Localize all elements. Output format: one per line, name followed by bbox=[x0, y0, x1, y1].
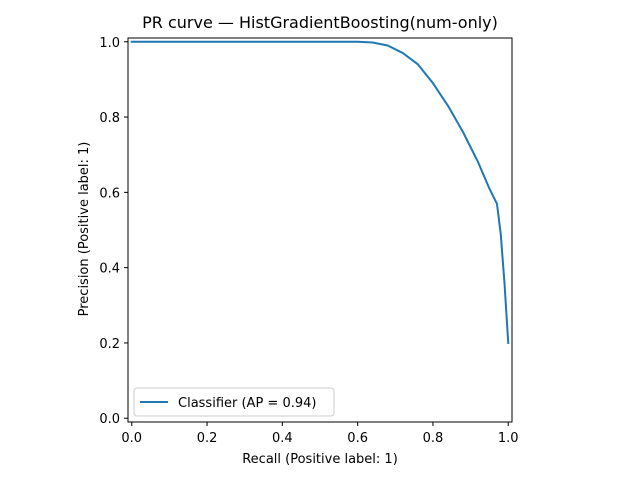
y-axis-label: Precision (Positive label: 1) bbox=[77, 142, 92, 317]
y-tick-label: 0.4 bbox=[99, 262, 120, 277]
y-tick-label: 0.2 bbox=[99, 337, 120, 352]
x-tick-label: 0.6 bbox=[347, 431, 368, 446]
plot-area bbox=[130, 40, 510, 345]
x-tick-label: 0.2 bbox=[197, 431, 218, 446]
axes: 0.0 0.2 0.4 0.6 0.8 1.0 0.0 0.2 0.4 0.6 0.8 1.0 bbox=[99, 36, 518, 446]
legend: Classifier (AP = 0.94) bbox=[133, 387, 335, 417]
legend-label-0: Classifier (AP = 0.94) bbox=[178, 396, 316, 411]
x-tick-label: 0.0 bbox=[121, 431, 142, 446]
x-tick-label: 0.8 bbox=[423, 431, 444, 446]
y-tick-label: 0.0 bbox=[99, 412, 120, 427]
series-line-0 bbox=[130, 40, 510, 345]
x-axis-label: Recall (Positive label: 1) bbox=[242, 452, 398, 467]
x-tick-label: 1.0 bbox=[498, 431, 519, 446]
axes-frame bbox=[127, 37, 513, 423]
y-tick-label: 0.8 bbox=[99, 111, 120, 126]
chart-title: PR curve — HistGradientBoosting(num-only… bbox=[142, 13, 498, 32]
legend-box bbox=[133, 387, 335, 417]
y-tick-label: 0.6 bbox=[99, 186, 120, 201]
x-tick-label: 0.4 bbox=[272, 431, 293, 446]
y-tick-label: 1.0 bbox=[99, 36, 120, 51]
